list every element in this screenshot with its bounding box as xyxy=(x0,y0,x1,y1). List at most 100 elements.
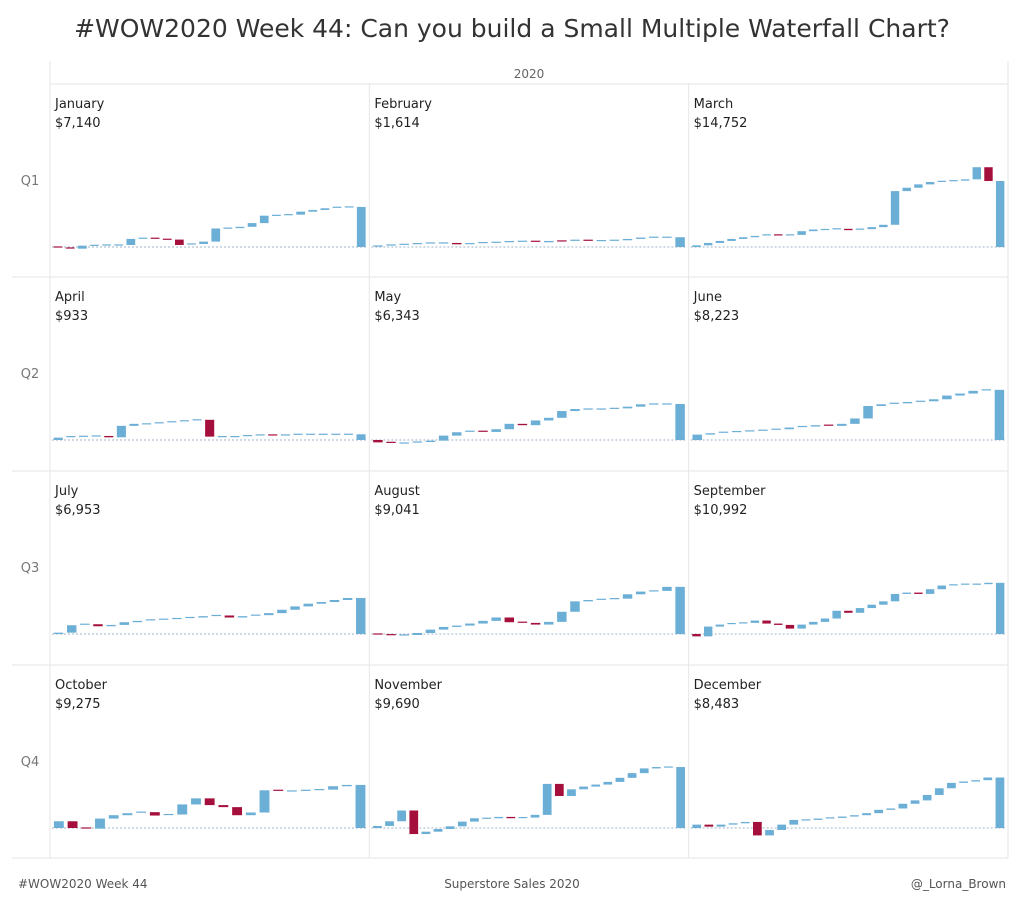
waterfall-step-bar xyxy=(373,633,383,635)
waterfall-step-bar xyxy=(102,244,111,246)
waterfall-step-bar xyxy=(90,244,99,246)
waterfall-step-bar xyxy=(138,237,148,239)
waterfall-step-bar xyxy=(386,634,396,636)
waterfall-step-bar xyxy=(491,617,501,621)
waterfall-step-bar xyxy=(167,421,177,423)
waterfall-step-bar xyxy=(890,593,900,602)
waterfall-step-bar xyxy=(615,777,625,782)
waterfall-step-bar xyxy=(412,632,423,636)
waterfall-step-bar xyxy=(651,767,661,769)
waterfall-step-bar xyxy=(433,829,443,832)
waterfall-step-bar xyxy=(259,215,269,224)
waterfall-step-bar xyxy=(242,435,253,437)
waterfall-step-bar xyxy=(247,223,257,227)
waterfall-step-bar xyxy=(914,592,923,594)
waterfall-step-bar xyxy=(465,430,475,432)
waterfall-step-bar xyxy=(984,582,993,585)
waterfall-step-bar xyxy=(230,436,240,438)
waterfall-step-bar xyxy=(750,235,760,238)
waterfall-step-bar xyxy=(785,234,795,236)
month-total-label: $9,041 xyxy=(374,503,420,518)
waterfall-step-bar xyxy=(296,211,305,215)
waterfall-step-bar xyxy=(132,620,143,623)
waterfall-step-bar xyxy=(832,610,841,619)
waterfall-step-bar xyxy=(731,430,742,433)
waterfall-step-bar xyxy=(421,831,431,835)
waterfall-step-bar xyxy=(983,777,993,781)
waterfall-step-bar xyxy=(715,240,725,243)
waterfall-step-bar xyxy=(955,393,965,396)
month-total-label: $1,614 xyxy=(374,116,420,131)
waterfall-step-bar xyxy=(554,783,564,797)
month-label: July xyxy=(54,484,79,499)
waterfall-step-bar xyxy=(162,238,172,240)
waterfall-step-bar xyxy=(850,418,860,424)
waterfall-total-bar xyxy=(675,237,685,247)
waterfall-step-bar xyxy=(583,408,593,410)
waterfall-step-bar xyxy=(785,624,795,629)
month-label: May xyxy=(374,290,401,305)
month-label: November xyxy=(374,678,442,693)
waterfall-step-bar xyxy=(142,423,152,425)
waterfall-step-bar xyxy=(154,422,164,424)
waterfall-step-bar xyxy=(399,442,409,444)
waterfall-step-bar xyxy=(425,629,436,633)
month-label: March xyxy=(694,97,734,112)
waterfall-step-bar xyxy=(126,238,136,245)
waterfall-step-bar xyxy=(703,626,713,637)
waterfall-step-bar xyxy=(329,599,340,603)
waterfall-total-bar xyxy=(995,181,1005,247)
waterfall-step-bar xyxy=(797,624,806,629)
waterfall-step-bar xyxy=(925,589,935,594)
waterfall-step-bar xyxy=(149,812,160,816)
waterfall-step-bar xyxy=(409,810,419,835)
waterfall-step-bar xyxy=(567,789,576,797)
waterfall-step-bar xyxy=(692,824,702,828)
waterfall-step-bar xyxy=(80,623,90,625)
waterfall-step-bar xyxy=(272,214,281,216)
waterfall-step-bar xyxy=(452,242,462,245)
waterfall-step-bar xyxy=(596,598,606,600)
waterfall-step-bar xyxy=(517,621,528,623)
month-label: February xyxy=(374,97,432,112)
waterfall-step-bar xyxy=(981,389,992,391)
waterfall-step-bar xyxy=(114,244,124,246)
waterfall-step-bar xyxy=(185,616,195,619)
waterfall-step-bar xyxy=(820,228,830,231)
waterfall-step-bar xyxy=(844,228,853,231)
waterfall-step-bar xyxy=(438,626,449,630)
waterfall-step-bar xyxy=(343,433,353,435)
month-total-label: $8,223 xyxy=(694,309,740,324)
waterfall-step-bar xyxy=(65,247,75,249)
waterfall-total-bar xyxy=(995,777,1005,828)
waterfall-step-bar xyxy=(199,241,208,244)
waterfall-step-bar xyxy=(649,236,659,238)
waterfall-step-bar xyxy=(874,809,884,814)
waterfall-step-bar xyxy=(264,613,274,616)
waterfall-step-bar xyxy=(960,583,970,585)
waterfall-step-bar xyxy=(727,238,736,241)
waterfall-step-bar xyxy=(412,441,423,443)
waterfall-step-bar xyxy=(530,622,541,625)
waterfall-step-bar xyxy=(452,432,462,436)
waterfall-step-bar xyxy=(237,616,248,618)
waterfall-step-bar xyxy=(925,182,935,185)
waterfall-step-bar xyxy=(457,821,467,827)
waterfall-step-bar xyxy=(739,237,748,239)
waterfall-total-bar xyxy=(355,784,366,828)
waterfall-step-bar xyxy=(898,803,908,809)
waterfall-total-bar xyxy=(675,586,685,634)
waterfall-step-bar xyxy=(286,790,297,792)
waterfall-step-bar xyxy=(543,621,554,625)
waterfall-step-bar xyxy=(627,773,637,778)
waterfall-step-bar xyxy=(517,423,528,426)
waterfall-step-bar xyxy=(145,619,156,621)
waterfall-step-bar xyxy=(570,239,580,241)
waterfall-total-bar xyxy=(995,582,1005,634)
waterfall-step-bar xyxy=(129,423,139,426)
waterfall-step-bar xyxy=(596,408,606,410)
waterfall-step-bar xyxy=(224,615,235,618)
waterfall-step-bar xyxy=(762,620,771,624)
waterfall-step-bar xyxy=(78,435,89,437)
